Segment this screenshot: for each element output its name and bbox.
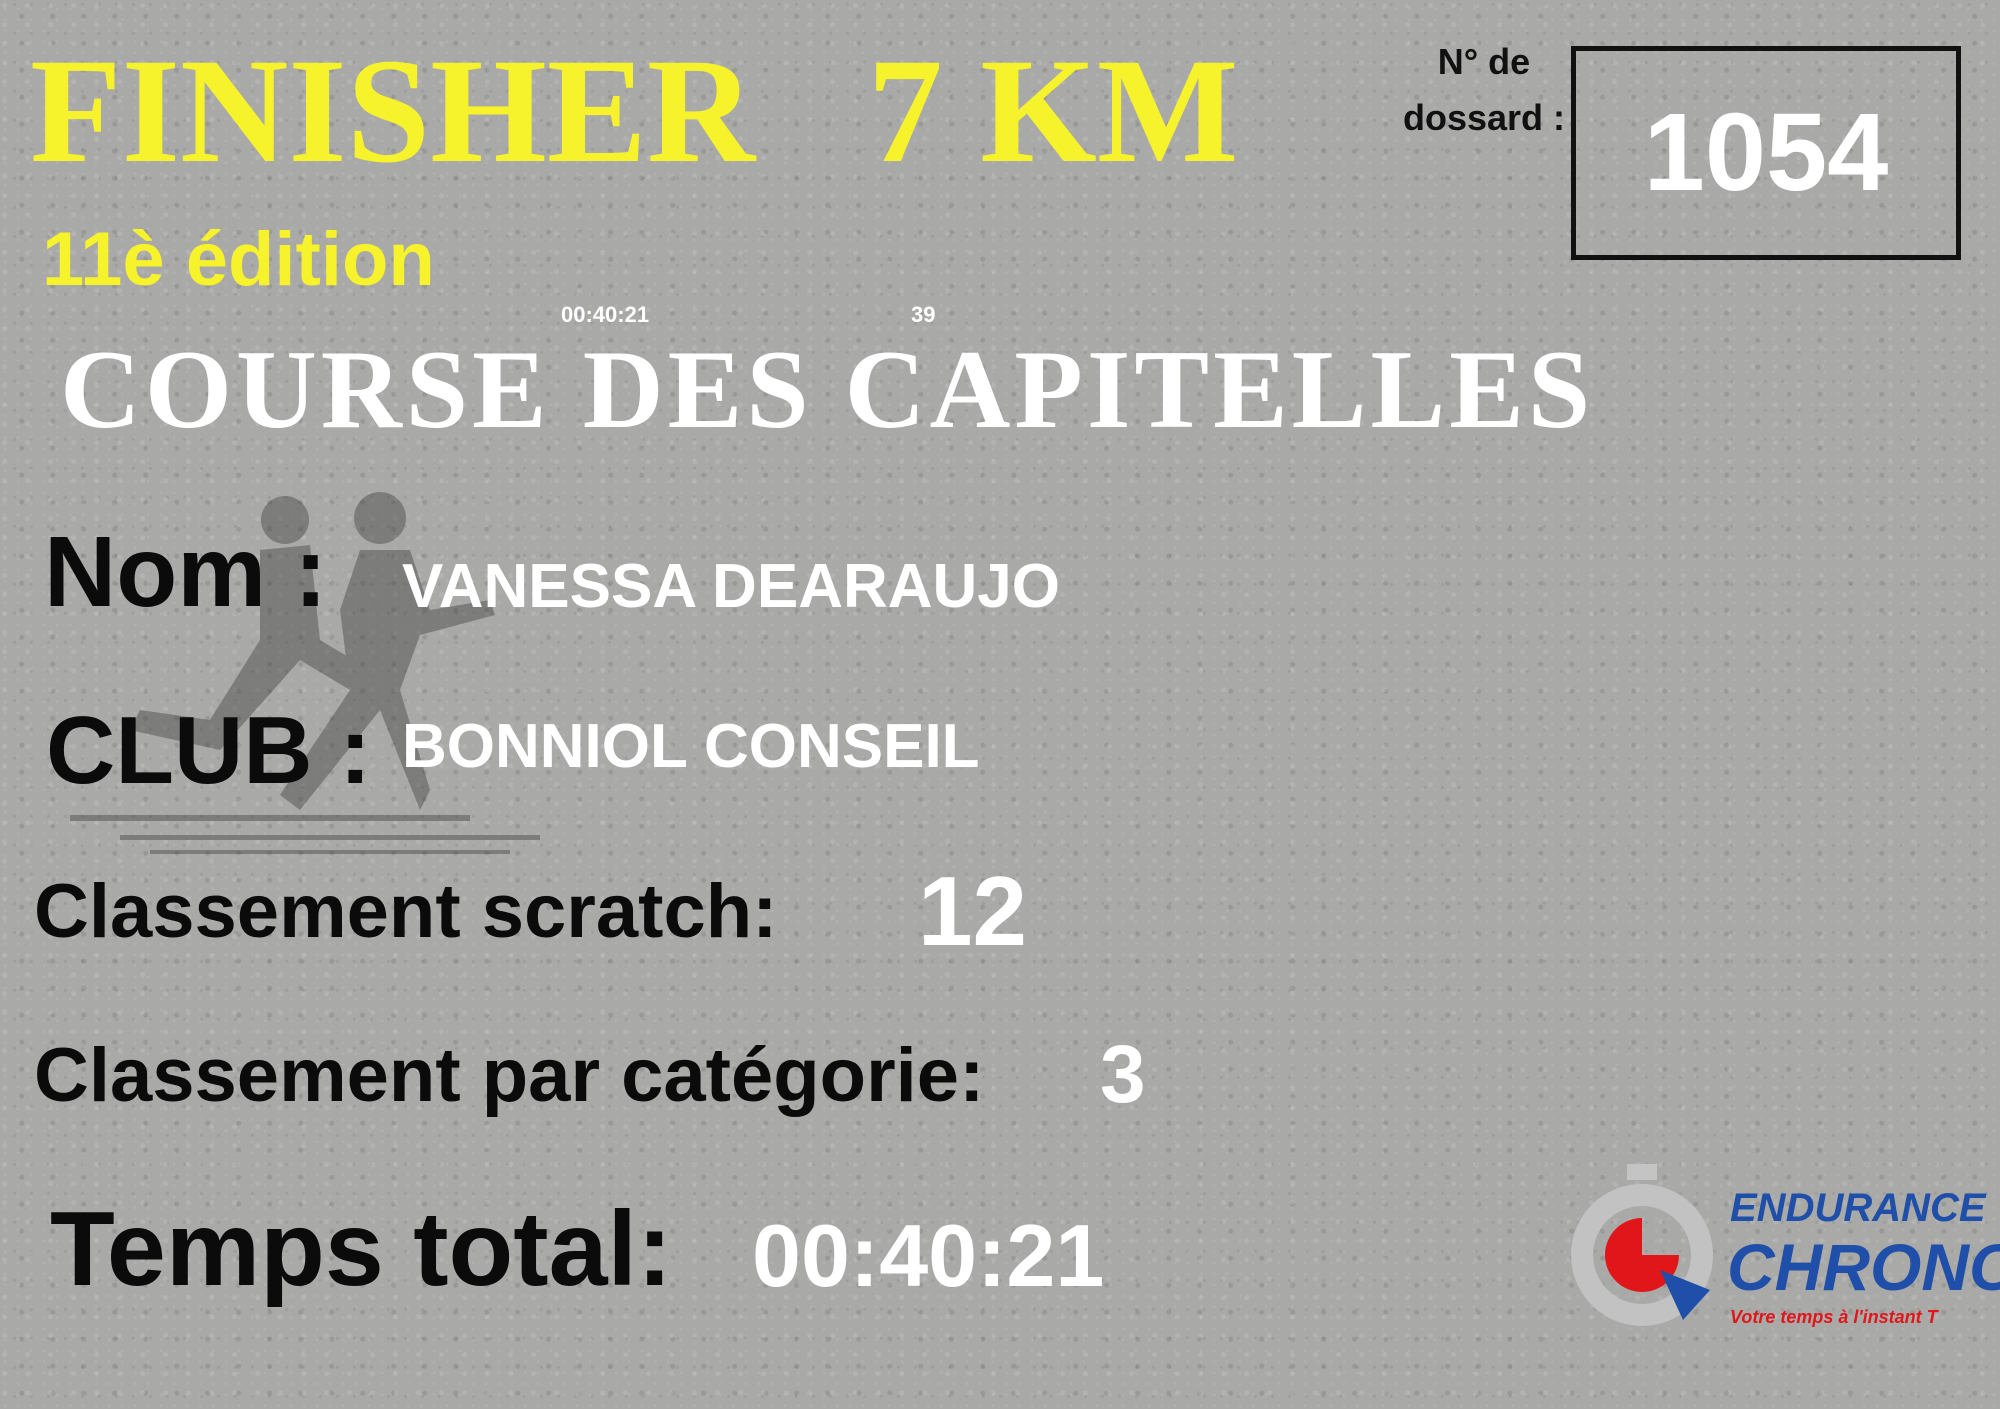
- time-label: Temps total:: [50, 1190, 673, 1308]
- edition-label: 11è édition: [42, 217, 435, 302]
- runners-silhouette-icon: [70, 492, 540, 854]
- scratch-value: 12: [918, 856, 1028, 966]
- time-value: 00:40:21: [752, 1206, 1105, 1305]
- stopwatch-icon: [1571, 1164, 1713, 1326]
- club-label: CLUB :: [46, 697, 372, 804]
- endurance-chrono-logo: ENDURANCE CHRONO Votre temps à l'instant…: [1565, 1160, 2000, 1335]
- bib-box: 1054: [1571, 46, 1961, 260]
- name-value: VANESSA DEARAUJO: [402, 552, 1060, 621]
- logo-tagline: Votre temps à l'instant T: [1730, 1307, 1938, 1327]
- overlay-number: 39: [911, 302, 936, 327]
- bib-label: N° de dossard :: [1402, 41, 1566, 138]
- overlay-time: 00:40:21: [561, 302, 650, 327]
- club-value: BONNIOL CONSEIL: [402, 712, 980, 781]
- logo-line1: ENDURANCE: [1730, 1186, 1986, 1230]
- name-label: Nom :: [44, 516, 328, 628]
- category-label: Classement par catégorie:: [34, 1033, 985, 1118]
- finisher-title: FINISHER 7 KM: [30, 28, 1239, 194]
- category-value: 3: [1100, 1029, 1146, 1120]
- bib-number: 1054: [1643, 91, 1889, 214]
- scratch-label: Classement scratch:: [34, 869, 778, 954]
- logo-line2: CHRONO: [1727, 1230, 2000, 1304]
- race-name: COURSE DES CAPITELLES: [60, 328, 1595, 452]
